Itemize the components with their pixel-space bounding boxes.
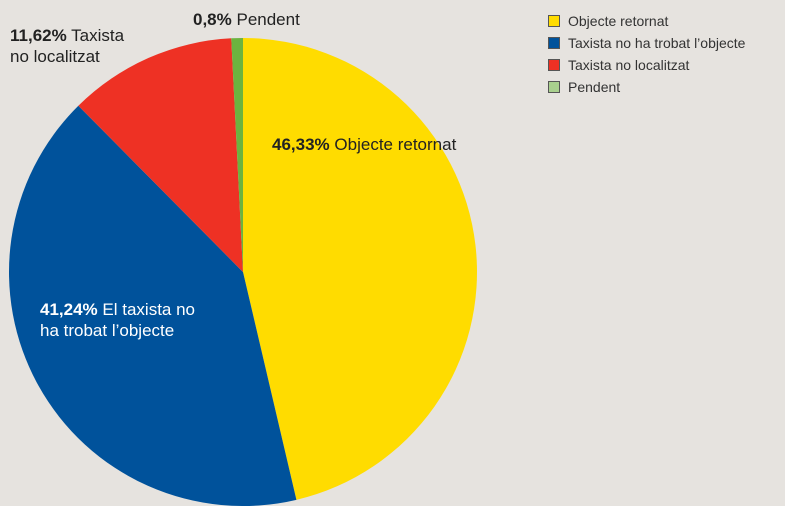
legend-swatch bbox=[548, 80, 560, 93]
legend-label: Objecte retornat bbox=[568, 12, 669, 29]
legend-item-objecte-retornat: Objecte retornat bbox=[548, 12, 745, 29]
label-no-trobat-text2: ha trobat l’objecte bbox=[40, 321, 175, 340]
label-no-localitzat-text2: no localitzat bbox=[10, 47, 100, 66]
label-no-trobat-text: El taxista no bbox=[102, 300, 196, 319]
legend-label: Taxista no ha trobat l’objecte bbox=[568, 34, 746, 51]
label-no-localitzat-pct: 11,62% bbox=[10, 26, 67, 45]
label-objecte-retornat-text: Objecte retornat bbox=[334, 135, 457, 154]
slice-no-localitzat bbox=[78, 38, 244, 273]
legend: Objecte retornat Taxista no ha trobat l’… bbox=[548, 12, 745, 100]
label-no-trobat-pct: 41,24% bbox=[40, 300, 98, 319]
legend-item-no-localitzat: Taxista no localitzat bbox=[548, 56, 745, 73]
label-no-localitzat-text: Taxista bbox=[71, 26, 125, 45]
label-no-localitzat: 11,62% Taxista no localitzat bbox=[10, 25, 124, 67]
legend-item-pendent: Pendent bbox=[548, 78, 745, 95]
slice-objecte-retornat bbox=[243, 38, 478, 500]
legend-item-no-trobat: Taxista no ha trobat l’objecte bbox=[548, 34, 745, 51]
slice-no-trobat bbox=[9, 105, 297, 506]
slice-pendent bbox=[231, 38, 243, 272]
label-no-trobat: 41,24% El taxista no ha trobat l’objecte bbox=[40, 299, 195, 341]
legend-label: Taxista no localitzat bbox=[568, 56, 690, 73]
legend-swatch bbox=[548, 36, 560, 49]
label-objecte-retornat-pct: 46,33% bbox=[272, 135, 330, 154]
legend-swatch bbox=[548, 58, 560, 71]
label-objecte-retornat: 46,33% Objecte retornat bbox=[272, 134, 456, 155]
label-pendent-pct: 0,8% bbox=[193, 10, 232, 29]
legend-swatch bbox=[548, 14, 560, 27]
legend-label: Pendent bbox=[568, 78, 621, 95]
label-pendent: 0,8% Pendent bbox=[193, 9, 300, 30]
label-pendent-text: Pendent bbox=[236, 10, 300, 29]
